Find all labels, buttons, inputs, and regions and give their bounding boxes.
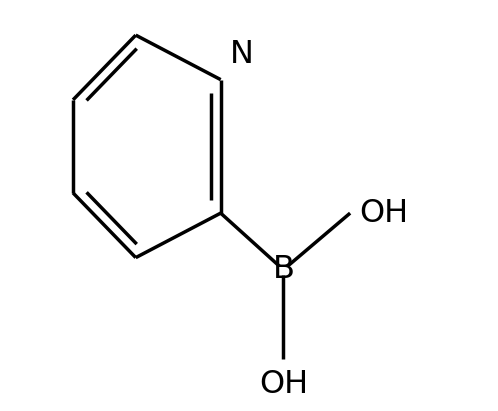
- Text: B: B: [272, 254, 294, 285]
- Text: OH: OH: [259, 369, 308, 400]
- Text: OH: OH: [359, 198, 408, 229]
- Text: N: N: [230, 39, 253, 69]
